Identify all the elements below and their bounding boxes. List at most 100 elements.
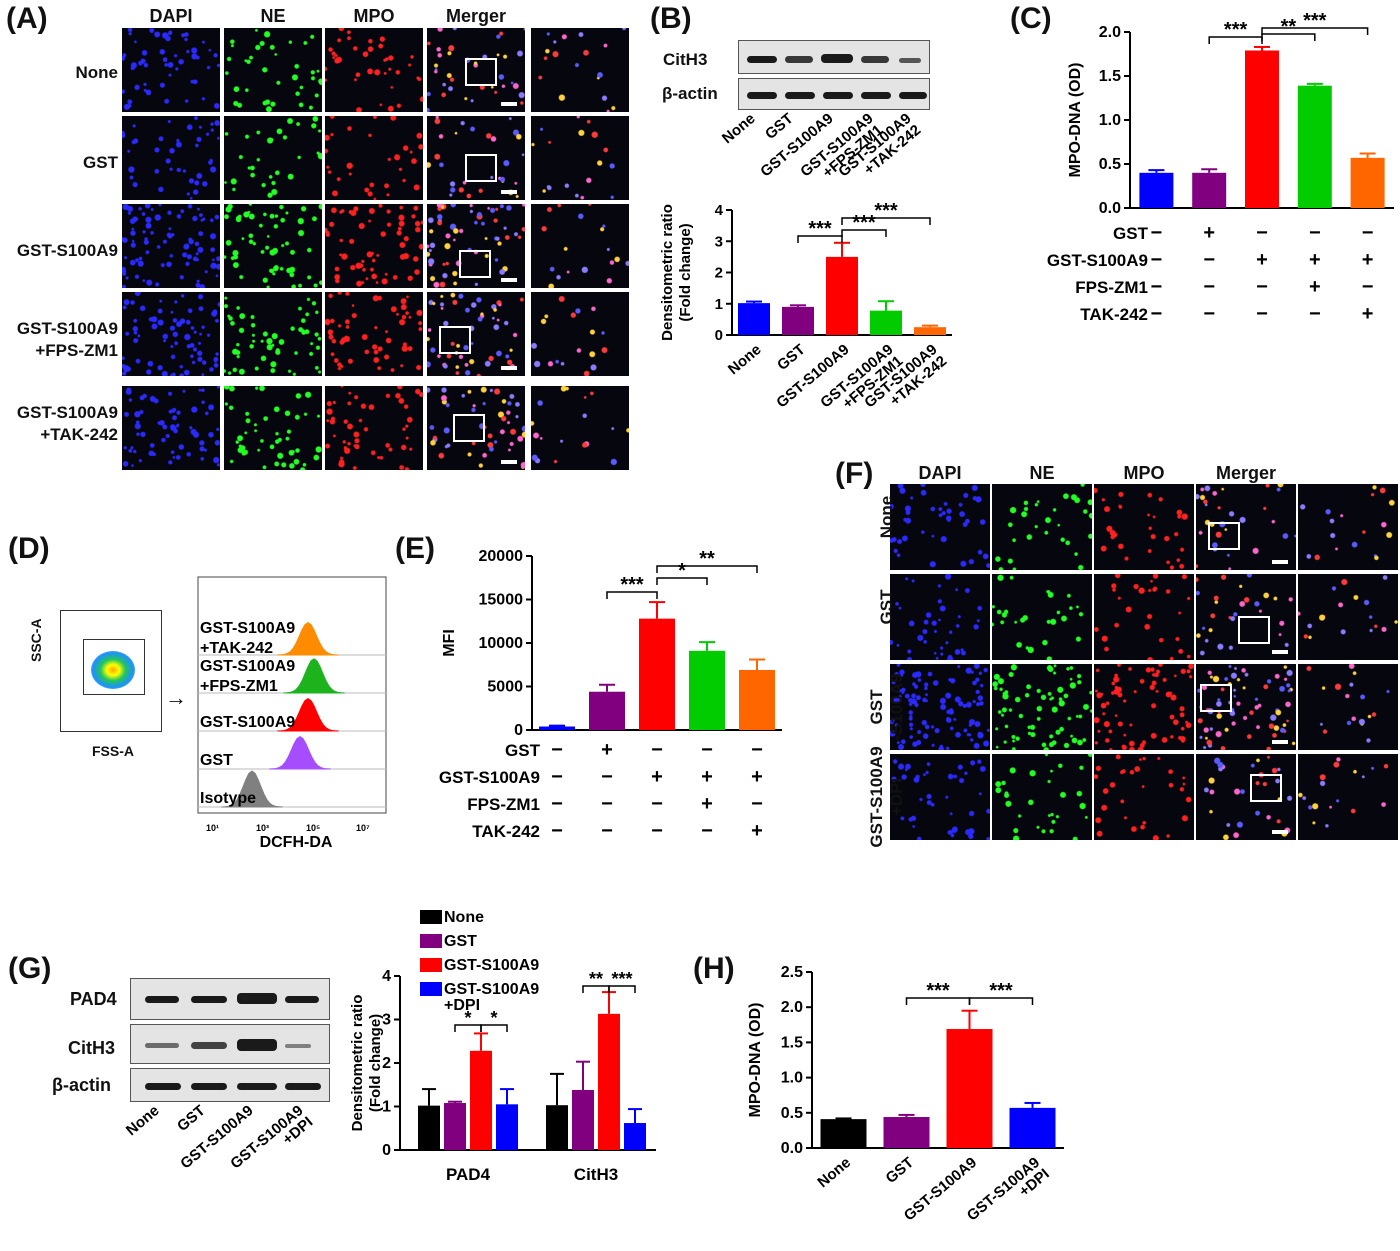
micrograph-tile [1094,664,1194,750]
y-tick-label: 0.5 [1099,156,1121,173]
treatment-sign: − [701,820,713,842]
scale-bar [501,190,517,194]
zoom-region-box [1200,684,1232,712]
micrograph-tile [325,116,423,200]
column-header-mpo: MPO [1123,463,1165,483]
significance-label: *** [1303,10,1327,32]
zoom-inset-image [531,292,629,376]
treatment-sign: − [1256,222,1268,244]
micrograph-tile [122,204,220,288]
y-tick-label: 0 [382,1142,391,1159]
y-tick-label: 3 [715,233,723,250]
x-tick-label: 10¹ [206,823,219,833]
y-tick-label: 1.5 [781,1034,803,1051]
micrograph-tile [224,28,322,112]
treatment-label: FPS-ZM1 [467,795,540,814]
significance-label: ** [699,548,715,570]
micrograph-tile [122,386,220,470]
treatment-sign: − [1256,276,1268,298]
column-header-dapi: DAPI [918,463,962,483]
micrograph-tile [1196,484,1296,570]
significance-label: *** [808,218,832,240]
significance-bracket [841,217,931,225]
bar [1297,85,1332,208]
y-tick-label: 2 [715,265,723,282]
bar [738,303,770,335]
row-label: None [75,63,119,82]
significance-bracket [1261,33,1316,41]
treatment-sign: − [601,793,613,815]
treatment-label: GST [1113,224,1149,243]
bar [470,1050,492,1150]
bar [418,1105,440,1150]
blot-label-actin-g: β-actin [52,1075,111,1095]
scale-bar [1272,650,1288,654]
legend-label: GST-S100A9 [444,957,539,974]
panel-label-g: (G) [8,952,52,985]
zoom-region-box [459,250,491,278]
micrograph-tile [890,574,990,660]
histogram-frame [197,576,387,814]
micrograph-tile [325,292,423,376]
y-tick-label: 4 [715,202,724,219]
treatment-sign: − [751,739,763,761]
significance-label: *** [874,200,898,222]
scale-bar [501,278,517,282]
row-label: GST [83,153,118,172]
scale-bar [501,102,517,106]
treatment-sign: − [1151,222,1163,244]
x-tick-label: 10⁷ [356,823,370,833]
panel-label-f: (F) [835,457,874,490]
category-label: PAD4 [446,1165,491,1184]
y-tick-label: 1.0 [781,1070,803,1087]
y-axis-label: Densitometric ratio(Fold change) [659,204,694,341]
panel-label-d: (D) [8,532,50,565]
y-tick-label: 1.0 [1099,112,1121,129]
blot-strip-pad4 [130,978,330,1020]
micrograph-tile [325,204,423,288]
treatment-sign: + [751,766,763,788]
y-tick-label: 1.5 [1099,68,1121,85]
blot-lane-labels-b: None GSTGST-S100A9GST-S100A9+FPS-ZM1GST-S… [719,110,924,181]
micrograph-tile [992,754,1092,840]
category-label: CitH3 [574,1165,618,1184]
significance-label: * [464,1008,471,1028]
y-tick-label: 2.0 [781,999,803,1016]
x-tick-label: 10⁵ [306,823,320,833]
treatment-sign: − [551,820,563,842]
gate-plot [60,610,162,732]
significance-label: ** [1281,16,1297,38]
micrograph-tile [427,292,525,376]
y-tick-label: 3 [382,1012,391,1029]
micrograph-tile [122,28,220,112]
histogram-label: GST-S100A9 +TAK-242 [200,620,295,657]
column-header-mpo: MPO [353,6,395,26]
micrograph-tile [224,116,322,200]
treatment-sign: − [1256,303,1268,325]
treatment-sign: − [651,739,663,761]
panel-label-c: (C) [1010,2,1052,35]
bar [1192,172,1227,208]
histogram-peak [221,770,283,808]
y-tick-label: 20000 [479,548,524,565]
treatment-sign: + [1362,303,1374,325]
bar [1350,157,1385,208]
bar [1245,50,1279,209]
significance-bracket [968,997,1034,1005]
treatment-sign: − [651,793,663,815]
y-tick-label: 2.0 [1099,24,1121,41]
micrograph-tile [992,574,1092,660]
category-label: None [814,1154,854,1191]
bar [883,1117,930,1148]
panel-label-b: (B) [650,2,692,35]
treatment-sign: + [651,766,663,788]
bar [572,1089,594,1150]
significance-label: *** [852,212,876,234]
bar [444,1103,466,1150]
treatment-label: GST [505,741,541,760]
significance-label: ** [589,969,603,989]
y-tick-label: 10000 [479,635,524,652]
bar [946,1029,993,1148]
treatment-sign: − [601,766,613,788]
